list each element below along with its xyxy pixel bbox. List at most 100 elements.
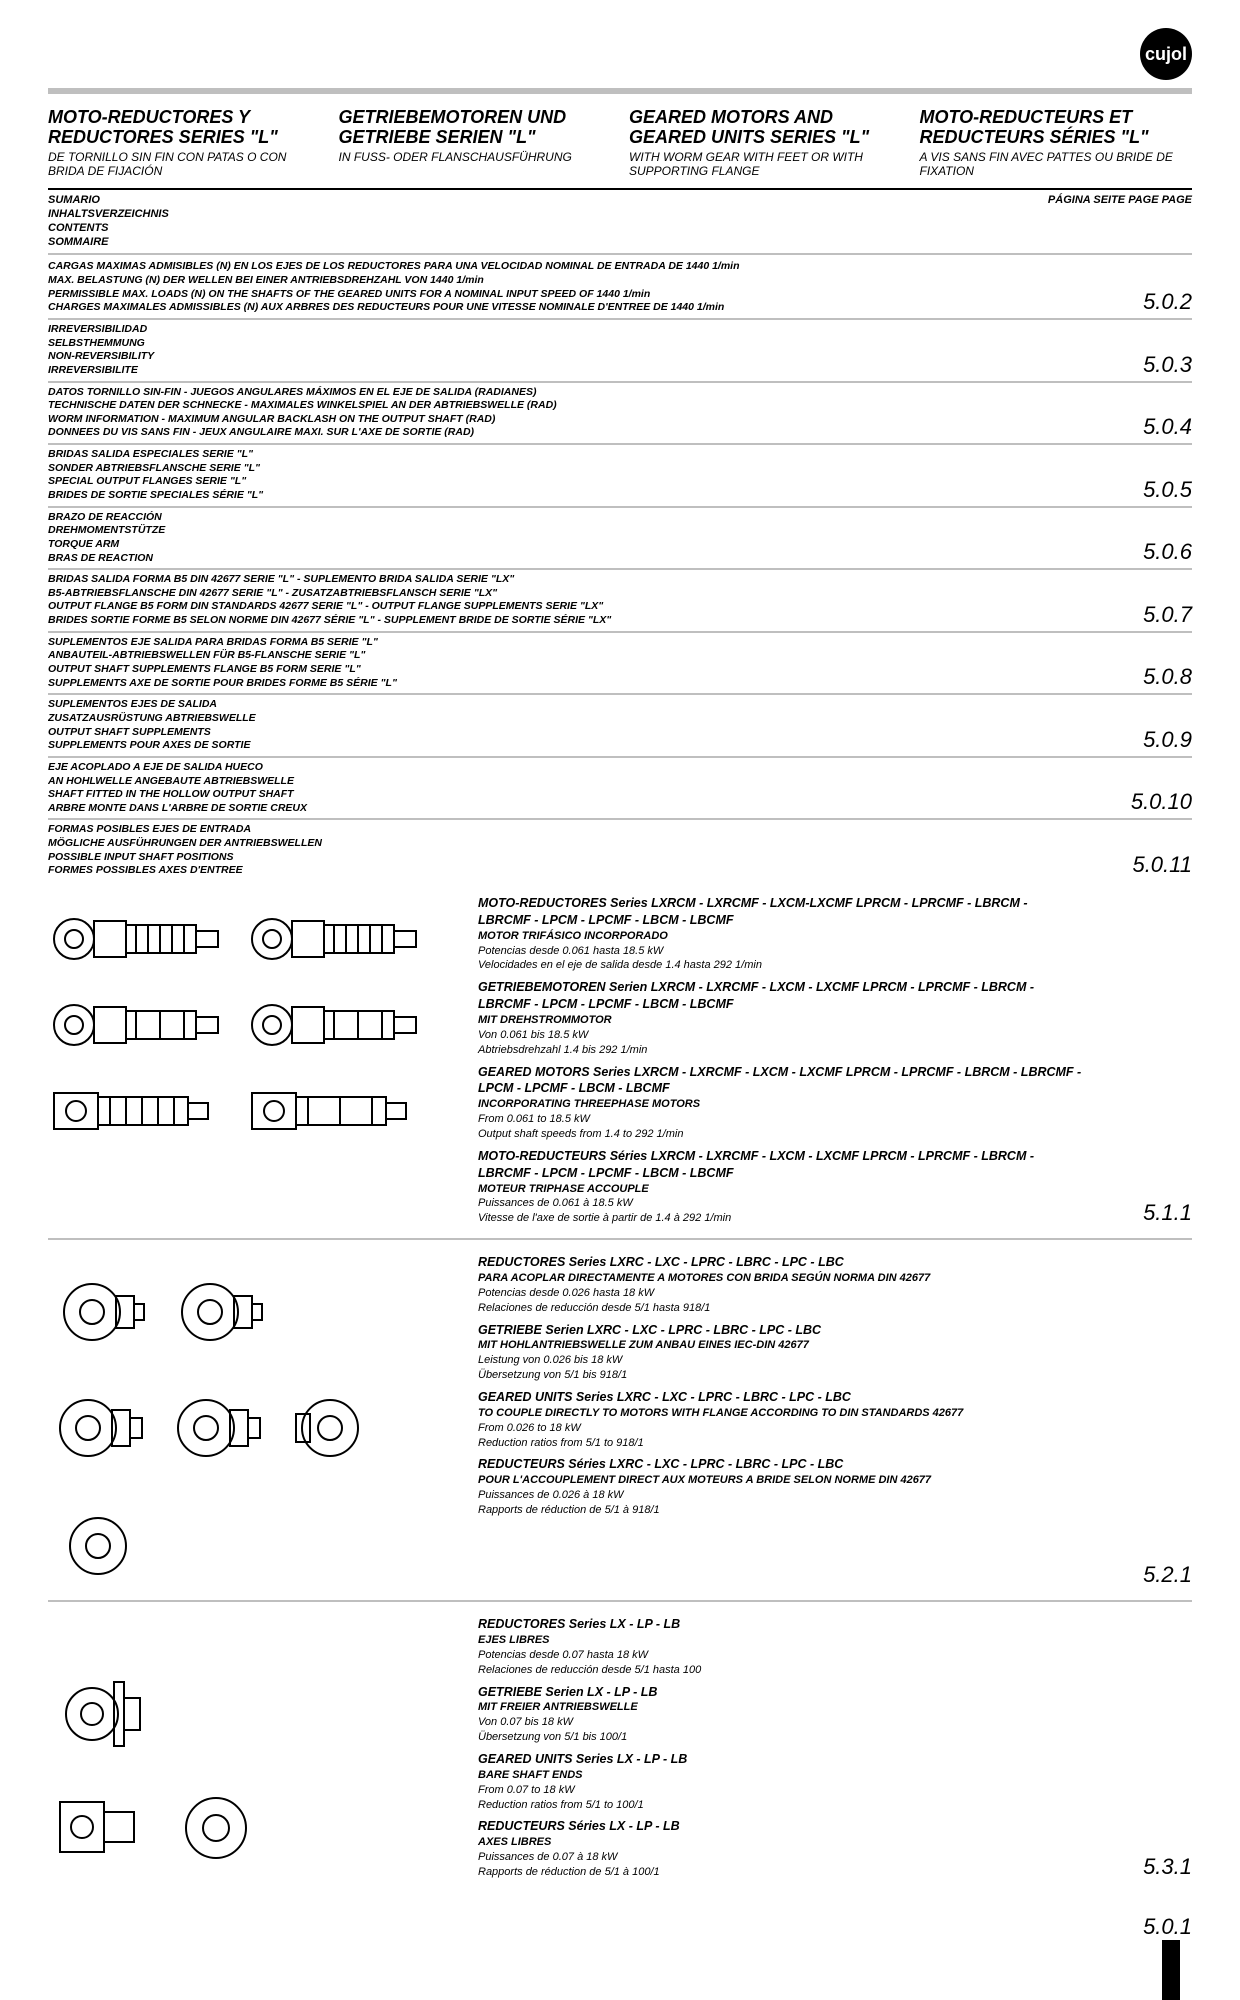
toc-line: SUPLEMENTOS EJES DE SALIDA: [48, 698, 1082, 712]
section-block: GETRIEBEMOTOREN Serien LXRCM - LXRCMF - …: [478, 979, 1082, 1057]
section-body: REDUCTORES Series LXRC - LXC - LPRC - LB…: [478, 1254, 1082, 1524]
section-block-subtitle: POUR L'ACCOUPLEMENT DIRECT AUX MOTEURS A…: [478, 1473, 1082, 1488]
toc-line: MÖGLICHE AUSFÜHRUNGEN DER ANTRIEBSWELLEN: [48, 837, 1082, 851]
toc-row: BRIDAS SALIDA ESPECIALES SERIE "L"SONDER…: [48, 445, 1192, 508]
toc-page-number: 5.0.8: [1082, 664, 1192, 690]
section-block: MOTO-REDUCTORES Series LXRCM - LXRCMF - …: [478, 895, 1082, 973]
toc-line: BRIDES SORTIE FORME B5 SELON NORME DIN 4…: [48, 614, 1082, 628]
toc-line: SUPPLEMENTS POUR AXES DE SORTIE: [48, 739, 1082, 753]
toc-line: DONNEES DU VIS SANS FIN - JEUX ANGULAIRE…: [48, 426, 1082, 440]
section-block-line: Von 0.07 bis 18 kW: [478, 1715, 1082, 1730]
toc-line: SUPPLEMENTS AXE DE SORTIE POUR BRIDES FO…: [48, 677, 1082, 691]
section-block-title: MOTO-REDUCTORES Series LXRCM - LXRCMF - …: [478, 895, 1082, 929]
toc-page-number: 5.0.3: [1082, 352, 1192, 378]
section-block: REDUCTORES Series LXRC - LXC - LPRC - LB…: [478, 1254, 1082, 1315]
section-block: MOTO-REDUCTEURS Séries LXRCM - LXRCMF - …: [478, 1148, 1082, 1226]
section-block-subtitle: MIT HOHLANTRIEBSWELLE ZUM ANBAU EINES IE…: [478, 1338, 1082, 1353]
toc-page-number: 5.0.9: [1082, 727, 1192, 753]
toc-row: SUPLEMENTOS EJES DE SALIDAZUSATZAUSRÜSTU…: [48, 695, 1192, 758]
gearmotor-icon: [48, 901, 228, 971]
section-block-subtitle: TO COUPLE DIRECTLY TO MOTORS WITH FLANGE…: [478, 1406, 1082, 1421]
section-block-title: GEARED MOTORS Series LXRCM - LXRCMF - LX…: [478, 1064, 1082, 1098]
section-images: [48, 895, 478, 1143]
toc-page-number: 5.0.4: [1082, 414, 1192, 440]
image-row: [48, 1778, 478, 1878]
section-block-title: GETRIEBE Serien LX - LP - LB: [478, 1684, 1082, 1701]
toc-line: BRIDAS SALIDA FORMA B5 DIN 42677 SERIE "…: [48, 573, 1082, 587]
header-col-es: MOTO-REDUCTORES Y REDUCTORES SERIES "L" …: [48, 108, 321, 178]
toc-text: SUPLEMENTOS EJE SALIDA PARA BRIDAS FORMA…: [48, 636, 1082, 691]
brand-logo-text: cujol: [1145, 44, 1187, 65]
section-block-subtitle: BARE SHAFT ENDS: [478, 1768, 1082, 1783]
section-block: GETRIEBE Serien LX - LP - LBMIT FREIER A…: [478, 1684, 1082, 1745]
section-block-subtitle: AXES LIBRES: [478, 1835, 1082, 1850]
toc-line: CARGAS MAXIMAS ADMISIBLES (N) EN LOS EJE…: [48, 260, 1082, 274]
toc-line: OUTPUT FLANGE B5 FORM DIN STANDARDS 4267…: [48, 600, 1082, 614]
section-block-line: Vitesse de l'axe de sortie à partir de 1…: [478, 1211, 1082, 1226]
toc-text: CARGAS MAXIMAS ADMISIBLES (N) EN LOS EJE…: [48, 260, 1082, 315]
page-label-line: SEITE: [1093, 194, 1125, 206]
toc-line: SHAFT FITTED IN THE HOLLOW OUTPUT SHAFT: [48, 788, 1082, 802]
header-title: GETRIEBEMOTOREN UND GETRIEBE SERIEN "L": [339, 108, 612, 148]
section-block-line: Rapports de réduction de 5/1 à 100/1: [478, 1865, 1082, 1880]
toc-row: BRAZO DE REACCIÓNDREHMOMENTSTÜTZETORQUE …: [48, 508, 1192, 571]
toc-line: ANBAUTEIL-ABTRIEBSWELLEN FÜR B5-FLANSCHE…: [48, 649, 1082, 663]
toc-line: BRIDES DE SORTIE SPECIALES SÉRIE "L": [48, 489, 1082, 503]
section-block-line: Potencias desde 0.07 hasta 18 kW: [478, 1648, 1082, 1663]
section-block-line: Leistung von 0.026 bis 18 kW: [478, 1353, 1082, 1368]
section-block-title: REDUCTORES Series LXRC - LXC - LPRC - LB…: [478, 1254, 1082, 1271]
section-block-line: Übersetzung von 5/1 bis 918/1: [478, 1368, 1082, 1383]
toc-text: EJE ACOPLADO A EJE DE SALIDA HUECOAN HOH…: [48, 761, 1082, 816]
toc-text: BRIDAS SALIDA FORMA B5 DIN 42677 SERIE "…: [48, 573, 1082, 628]
image-row: [48, 1662, 478, 1762]
toc-line: BRAS DE REACTION: [48, 552, 1082, 566]
toc-row: SUPLEMENTOS EJE SALIDA PARA BRIDAS FORMA…: [48, 633, 1192, 696]
toc-line: OUTPUT SHAFT SUPPLEMENTS: [48, 726, 1082, 740]
toc-page-number: 5.0.10: [1082, 789, 1192, 815]
section-row: REDUCTORES Series LX - LP - LBEJES LIBRE…: [48, 1602, 1192, 1892]
toc-line: FORMES POSSIBLES AXES D'ENTREE: [48, 864, 1082, 878]
divider-top: [48, 88, 1192, 94]
section-block-line: Übersetzung von 5/1 bis 100/1: [478, 1730, 1082, 1745]
header-sub: WITH WORM GEAR WITH FEET OR WITH SUPPORT…: [629, 150, 902, 179]
toc-row: IRREVERSIBILIDADSELBSTHEMMUNGNON-REVERSI…: [48, 320, 1192, 383]
toc-line: SELBSTHEMMUNG: [48, 337, 1082, 351]
section-block-line: Abtriebsdrehzahl 1.4 bis 292 1/min: [478, 1043, 1082, 1058]
image-row: [48, 1260, 478, 1360]
header-sub: A VIS SANS FIN AVEC PATTES OU BRIDE DE F…: [920, 150, 1193, 179]
divider: [48, 188, 1192, 190]
reducer-icon: [48, 1260, 148, 1360]
toc-row: FORMAS POSIBLES EJES DE ENTRADAMÖGLICHE …: [48, 820, 1192, 881]
section-block-line: From 0.061 to 18.5 kW: [478, 1112, 1082, 1127]
toc-line: FORMAS POSIBLES EJES DE ENTRADA: [48, 823, 1082, 837]
sumario-line: SUMARIO: [48, 194, 169, 208]
toc-line: B5-ABTRIEBSFLANSCHE DIN 42677 SERIE "L" …: [48, 587, 1082, 601]
image-row: [48, 901, 478, 971]
section-block-subtitle: MIT DREHSTROMMOTOR: [478, 1013, 1082, 1028]
section-block-line: Velocidades en el eje de salida desde 1.…: [478, 958, 1082, 973]
section-block: REDUCTEURS Séries LX - LP - LBAXES LIBRE…: [478, 1818, 1082, 1879]
toc-page-number: 5.0.2: [1082, 289, 1192, 315]
toc-line: ZUSATZAUSRÜSTUNG ABTRIEBSWELLE: [48, 712, 1082, 726]
page-label-line: PÁGINA: [1048, 194, 1090, 206]
toc-line: EJE ACOPLADO A EJE DE SALIDA HUECO: [48, 761, 1082, 775]
toc-text: DATOS TORNILLO SIN-FIN - JUEGOS ANGULARE…: [48, 386, 1082, 441]
toc-line: SPECIAL OUTPUT FLANGES SERIE "L": [48, 475, 1082, 489]
section-row: REDUCTORES Series LXRC - LXC - LPRC - LB…: [48, 1240, 1192, 1602]
page: cujol MOTO-REDUCTORES Y REDUCTORES SERIE…: [48, 28, 1192, 1940]
toc-row: DATOS TORNILLO SIN-FIN - JUEGOS ANGULARE…: [48, 383, 1192, 446]
sumario-row: SUMARIO INHALTSVERZEICHNIS CONTENTS SOMM…: [48, 194, 1192, 249]
toc-page-number: 5.0.5: [1082, 477, 1192, 503]
section-block-line: Potencias desde 0.061 hasta 18.5 kW: [478, 944, 1082, 959]
section-block-title: REDUCTEURS Séries LXRC - LXC - LPRC - LB…: [478, 1456, 1082, 1473]
toc-line: CHARGES MAXIMALES ADMISSIBLES (N) AUX AR…: [48, 301, 1082, 315]
section-block-line: Rapports de réduction de 5/1 à 918/1: [478, 1503, 1082, 1518]
toc-text: IRREVERSIBILIDADSELBSTHEMMUNGNON-REVERSI…: [48, 323, 1082, 378]
toc-text: SUPLEMENTOS EJES DE SALIDAZUSATZAUSRÜSTU…: [48, 698, 1082, 753]
section-block-line: Potencias desde 0.026 hasta 18 kW: [478, 1286, 1082, 1301]
toc-line: BRAZO DE REACCIÓN: [48, 511, 1082, 525]
toc-line: OUTPUT SHAFT SUPPLEMENTS FLANGE B5 FORM …: [48, 663, 1082, 677]
header-title: MOTO-REDUCTORES Y REDUCTORES SERIES "L": [48, 108, 321, 148]
section-block: GEARED UNITS Series LX - LP - LBBARE SHA…: [478, 1751, 1082, 1812]
section-block-line: From 0.07 to 18 kW: [478, 1783, 1082, 1798]
